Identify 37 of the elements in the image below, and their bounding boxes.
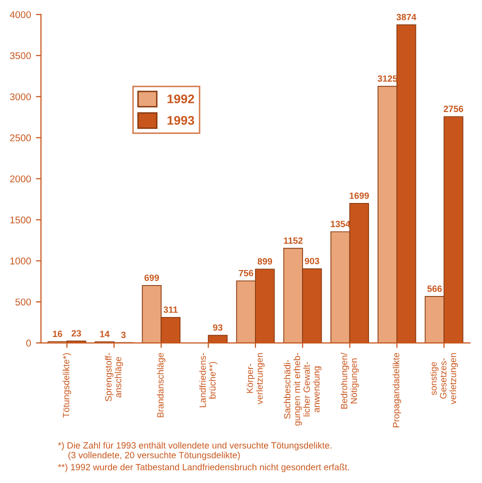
x-tick-label: Tötungsdelikte*): [62, 353, 72, 418]
data-label: 899: [258, 258, 272, 265]
data-label: 699: [144, 274, 159, 281]
x-tick-label: Sachbeschädi- gungen mit erheb- licher Gewalt- anwendung: [284, 353, 322, 426]
y-tick-label: 3000: [10, 93, 31, 100]
text: *) Die Zahl für 1993 enthält vollendete und versuchte Tötungsdelikte. (3 vollendete, 20 versuchte Tötungsdelikte): [58, 442, 332, 460]
y-tick-label: 0: [26, 340, 31, 347]
y-tick-label: 1500: [10, 216, 31, 224]
y-tick-label: 3500: [10, 52, 31, 60]
y-tick-label: 500: [15, 298, 31, 306]
x-tick-label: Bedrohungen/ Nötigungen: [340, 352, 359, 409]
x-tick-label: Sprengstoff- anschläge: [104, 353, 124, 402]
data-label: 3: [121, 332, 126, 338]
data-label: 23: [72, 330, 82, 336]
y-tick-label: 1000: [10, 258, 31, 264]
data-label: 93: [213, 324, 222, 331]
y-tick-label: 4000: [10, 11, 31, 18]
data-label: 1699: [350, 192, 369, 199]
legend-label: 1993: [168, 116, 194, 125]
data-label: 756: [238, 270, 254, 276]
legend-label: 1992: [168, 94, 194, 104]
x-tick-label: Körper- verletzungen: [246, 353, 265, 404]
x-tick-label: Landfriedens- brüche**): [199, 353, 218, 408]
x-tick-label: Propagandadelikte: [392, 353, 402, 428]
data-label: 903: [304, 258, 320, 264]
y-tick-label: 2500: [10, 134, 31, 142]
data-label: 1152: [284, 237, 303, 244]
data-label: 2756: [444, 106, 464, 112]
data-label: 14: [100, 330, 110, 338]
y-tick-label: 2000: [10, 175, 31, 182]
data-label: 311: [164, 306, 178, 313]
x-tick-label: sonstige Gesetzes- verletzungen: [430, 353, 458, 404]
x-tick-label: Brandanschläge: [156, 353, 166, 418]
data-label: 3874: [396, 14, 416, 20]
text: **) 1992 wurde der Tatbestand Landfriedensbruch nicht gesondert erfaßt.: [58, 464, 349, 472]
data-label: 16: [53, 330, 62, 338]
data-label: 566: [427, 286, 442, 292]
